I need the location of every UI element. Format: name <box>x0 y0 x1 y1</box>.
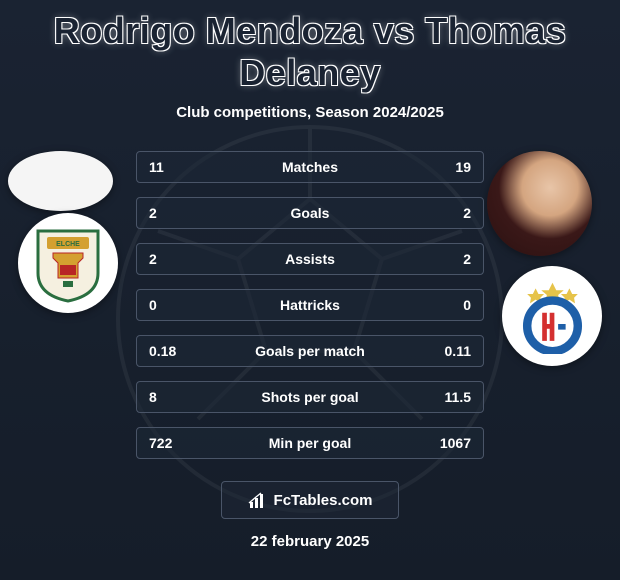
stat-row: 722 Min per goal 1067 <box>136 427 484 459</box>
page-title: Rodrigo Mendoza vs Thomas Delaney <box>0 0 620 94</box>
stat-label: Goals <box>291 205 330 221</box>
stat-left-value: 2 <box>149 251 157 267</box>
stat-right-value: 0.11 <box>445 343 471 359</box>
stat-right-value: 2 <box>463 205 471 221</box>
stat-row: 2 Assists 2 <box>136 243 484 275</box>
stat-right-value: 1067 <box>440 435 471 451</box>
player-right-avatar <box>487 151 592 256</box>
stat-right-value: 19 <box>455 159 471 175</box>
stats-column: 11 Matches 19 2 Goals 2 2 Assists 2 0 Ha… <box>136 151 484 459</box>
stat-label: Shots per goal <box>261 389 358 405</box>
svg-text:ELCHE: ELCHE <box>56 241 80 248</box>
stat-row: 11 Matches 19 <box>136 151 484 183</box>
stat-label: Matches <box>282 159 338 175</box>
bar-chart-icon <box>248 490 268 510</box>
stat-left-value: 722 <box>149 435 172 451</box>
stat-row: 2 Goals 2 <box>136 197 484 229</box>
stat-row: 0 Hattricks 0 <box>136 289 484 321</box>
player-left-club-badge: ELCHE <box>18 213 118 313</box>
stat-row: 8 Shots per goal 11.5 <box>136 381 484 413</box>
stat-row: 0.18 Goals per match 0.11 <box>136 335 484 367</box>
stat-right-value: 2 <box>463 251 471 267</box>
kobenhavn-crest-icon <box>515 279 590 354</box>
branding-text: FcTables.com <box>274 492 373 509</box>
player-right-club-badge <box>502 266 602 366</box>
stat-label: Min per goal <box>269 435 351 451</box>
stat-label: Goals per match <box>255 343 365 359</box>
stat-right-value: 11.5 <box>445 389 471 405</box>
date-text: 22 february 2025 <box>20 533 600 550</box>
stat-right-value: 0 <box>463 297 471 313</box>
branding-badge: FcTables.com <box>221 481 399 519</box>
stat-left-value: 0.18 <box>149 343 176 359</box>
comparison-area: ELCHE 11 Matches 19 2 Goals 2 2 <box>0 151 620 550</box>
subtitle: Club competitions, Season 2024/2025 <box>0 104 620 121</box>
stat-label: Hattricks <box>280 297 340 313</box>
player-left-avatar <box>8 151 113 211</box>
elche-crest-icon: ELCHE <box>33 223 103 303</box>
stat-left-value: 2 <box>149 205 157 221</box>
stat-label: Assists <box>285 251 335 267</box>
stat-left-value: 8 <box>149 389 157 405</box>
stat-left-value: 11 <box>149 159 164 175</box>
stat-left-value: 0 <box>149 297 157 313</box>
